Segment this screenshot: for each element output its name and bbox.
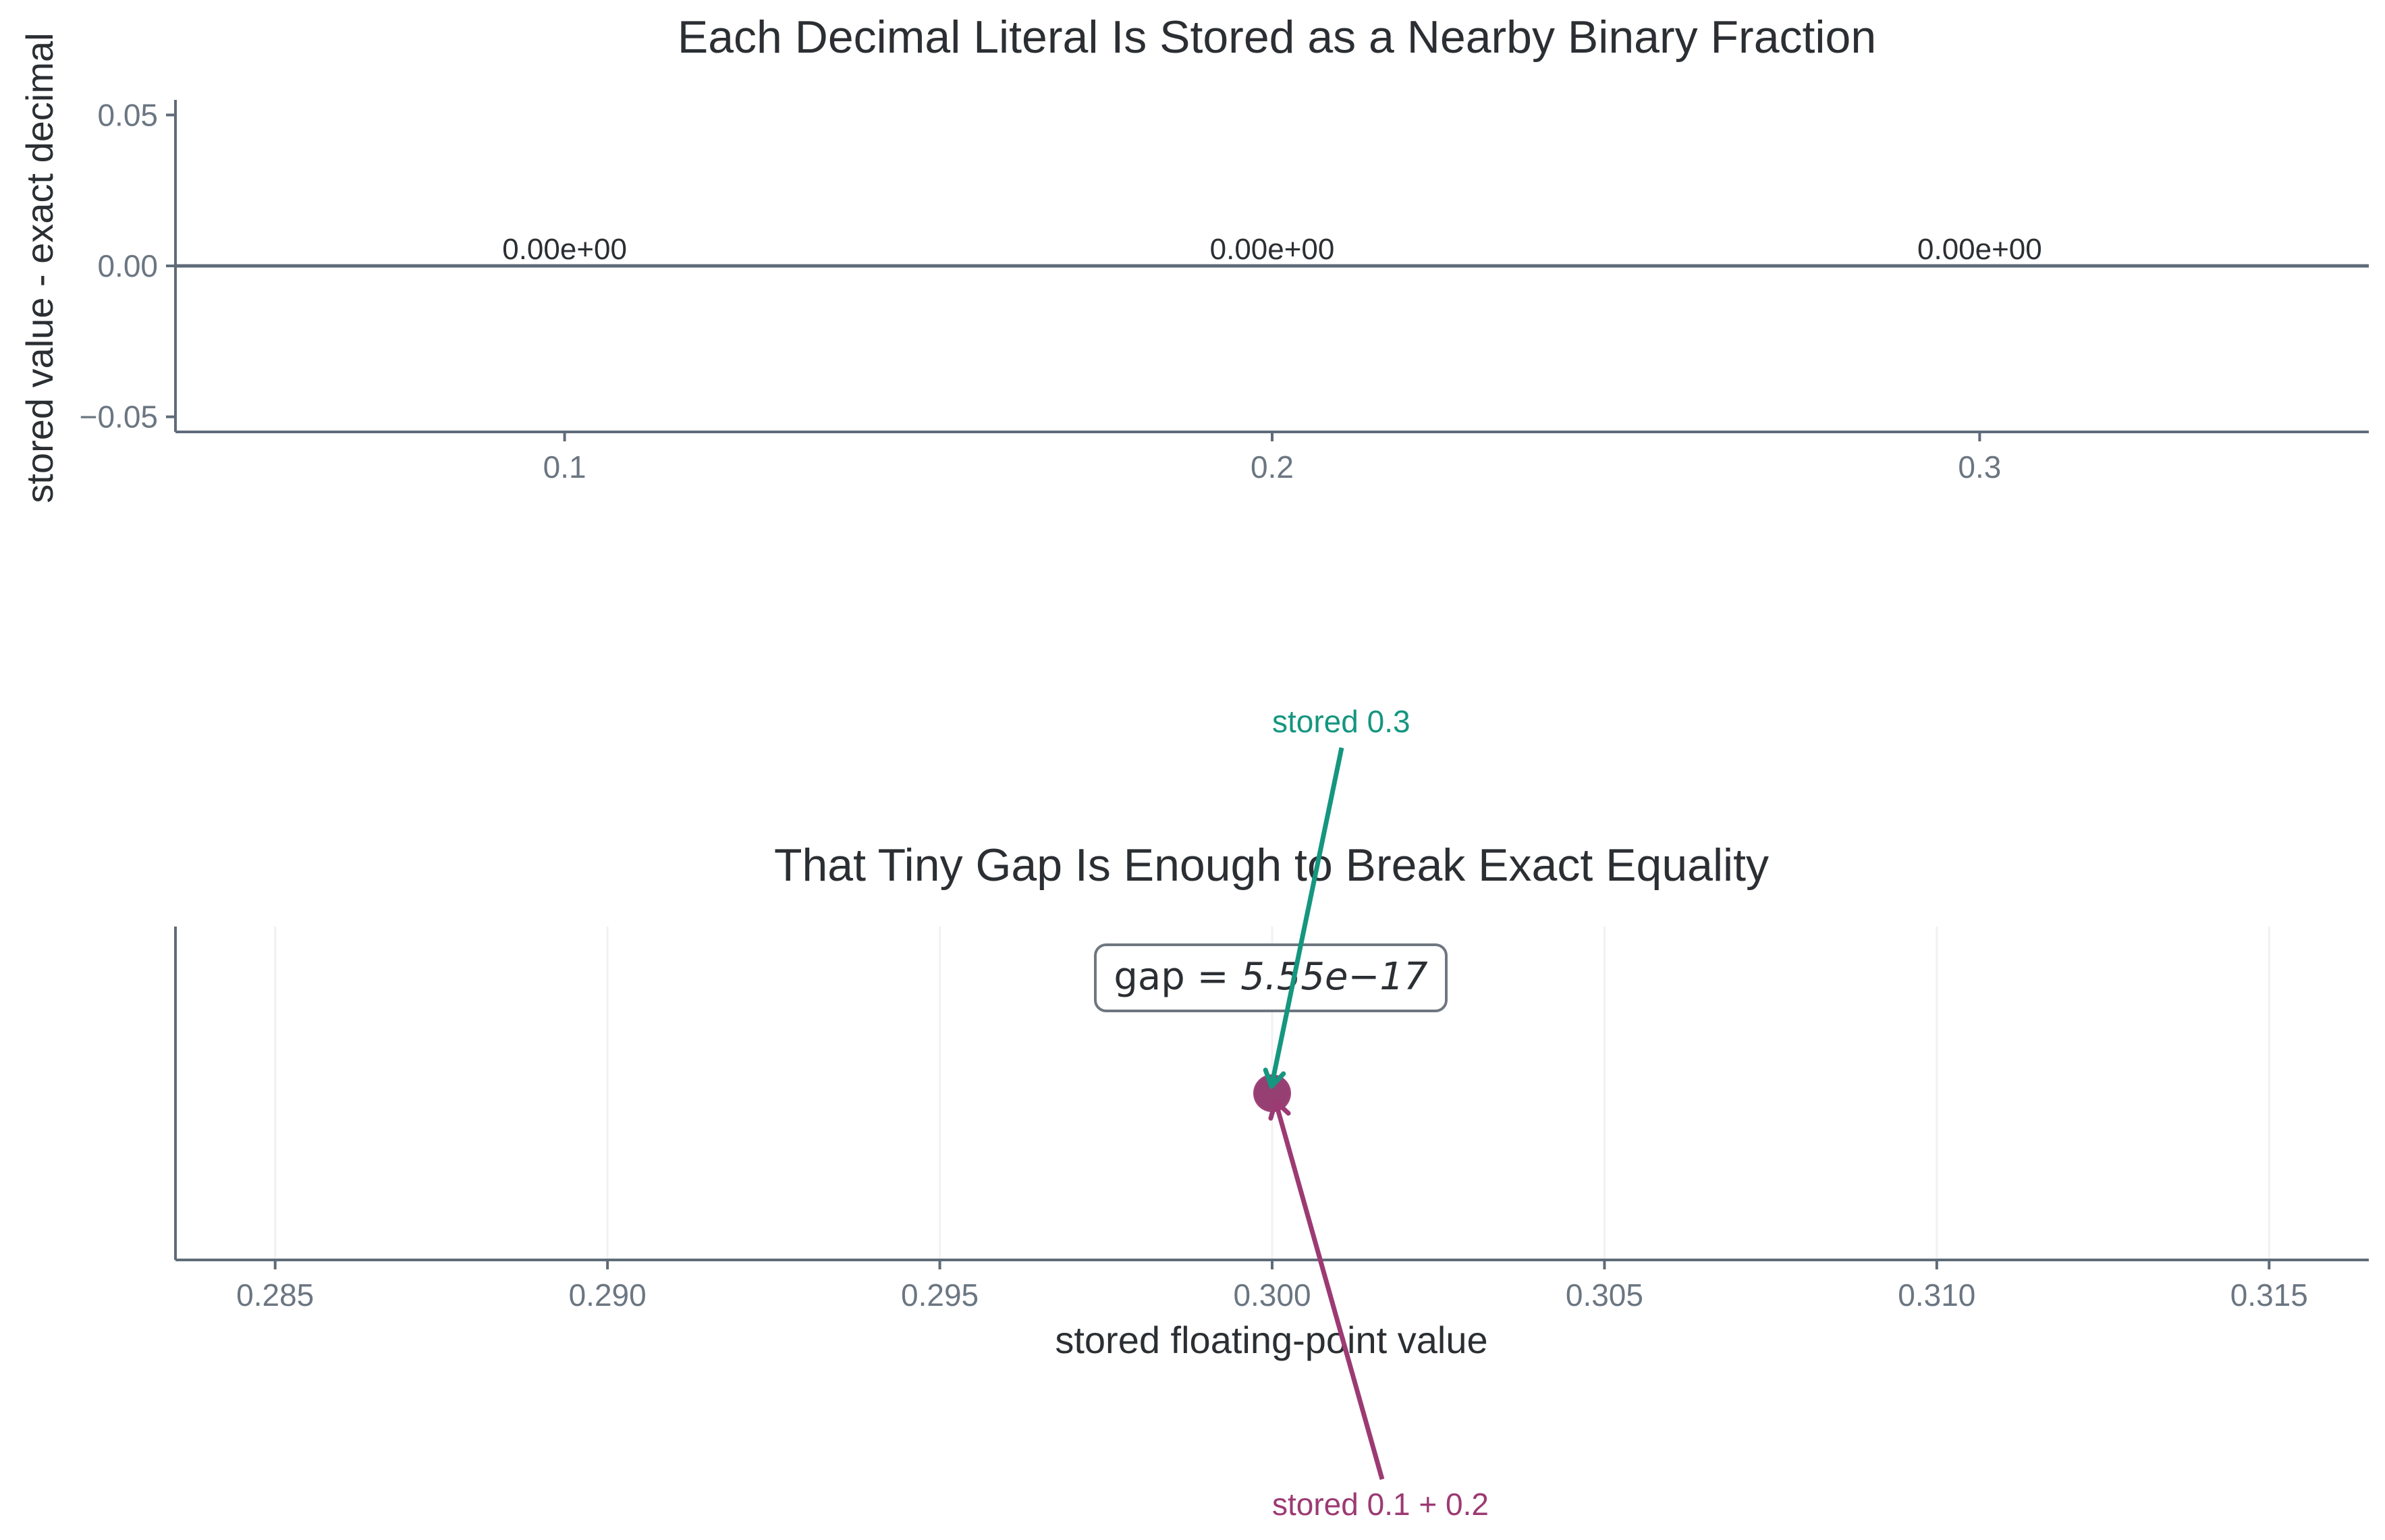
top-x-tick-label: 0.1 <box>543 449 586 485</box>
top-y-tick-label: 0.05 <box>97 97 158 132</box>
bottom-points <box>1253 1074 1291 1112</box>
annotation-arrowhead-magenta <box>1268 1099 1291 1121</box>
top-bar-value-label: 0.00e+00 <box>502 233 627 266</box>
top-y-ticks: −0.05 0.00 0.05 <box>80 97 175 435</box>
point-stored-sum <box>1253 1074 1291 1112</box>
bottom-xlabel: stored floating-point value <box>1055 1319 1487 1361</box>
annotation-arrow-teal <box>1269 747 1344 1087</box>
top-x-ticks: 0.1 0.2 0.3 <box>543 432 2001 485</box>
annotation-stored-sum: stored 0.1 + 0.2 <box>1268 1099 1489 1522</box>
top-x-tick-label: 0.2 <box>1251 449 1294 485</box>
top-x-tick-label: 0.3 <box>1958 449 2001 485</box>
annotation-arrowhead-teal <box>1263 1068 1286 1089</box>
gap-value: 5.55e−17 <box>1240 955 1428 999</box>
gap-box: gap = 5.55e−17 <box>1094 943 1448 1012</box>
annotation-arrow-magenta <box>1273 1101 1385 1480</box>
top-title: Each Decimal Literal Is Stored as a Near… <box>678 11 1876 63</box>
top-bar-labels: 0.00e+00 0.00e+00 0.00e+00 <box>502 233 2042 266</box>
top-y-tick-label: −0.05 <box>80 400 158 435</box>
bottom-x-tick-label: 0.290 <box>569 1277 647 1313</box>
top-bar-value-label: 0.00e+00 <box>1917 233 2042 266</box>
bottom-x-tick-label: 0.315 <box>2230 1277 2308 1313</box>
top-panel: Each Decimal Literal Is Stored as a Near… <box>18 11 2369 503</box>
bottom-x-tick-label: 0.285 <box>236 1277 314 1313</box>
annotation-label-teal: stored 0.3 <box>1272 704 1410 739</box>
bottom-x-tick-label: 0.295 <box>901 1277 979 1313</box>
annotation-stored-0-3: stored 0.3 <box>1263 704 1410 1089</box>
bottom-title: That Tiny Gap Is Enough to Break Exact E… <box>774 840 1769 891</box>
bottom-x-tick-label: 0.305 <box>1566 1277 1643 1313</box>
top-ylabel: stored value - exact decimal <box>18 32 61 503</box>
bottom-x-tick-label: 0.310 <box>1898 1277 1975 1313</box>
gap-box-text: gap = 5.55e−17 <box>1114 955 1428 999</box>
gap-prefix: gap = <box>1114 955 1240 999</box>
top-y-tick-label: 0.00 <box>97 248 158 283</box>
top-bar-value-label: 0.00e+00 <box>1210 233 1335 266</box>
bottom-x-ticks: 0.285 0.290 0.295 0.300 0.305 0.310 0.315 <box>236 1260 2308 1313</box>
annotation-label-magenta: stored 0.1 + 0.2 <box>1272 1487 1489 1522</box>
gap-box-frame <box>1094 943 1448 1012</box>
bottom-x-tick-label: 0.300 <box>1233 1277 1311 1313</box>
bottom-panel: That Tiny Gap Is Enough to Break Exact E… <box>174 704 2369 1522</box>
